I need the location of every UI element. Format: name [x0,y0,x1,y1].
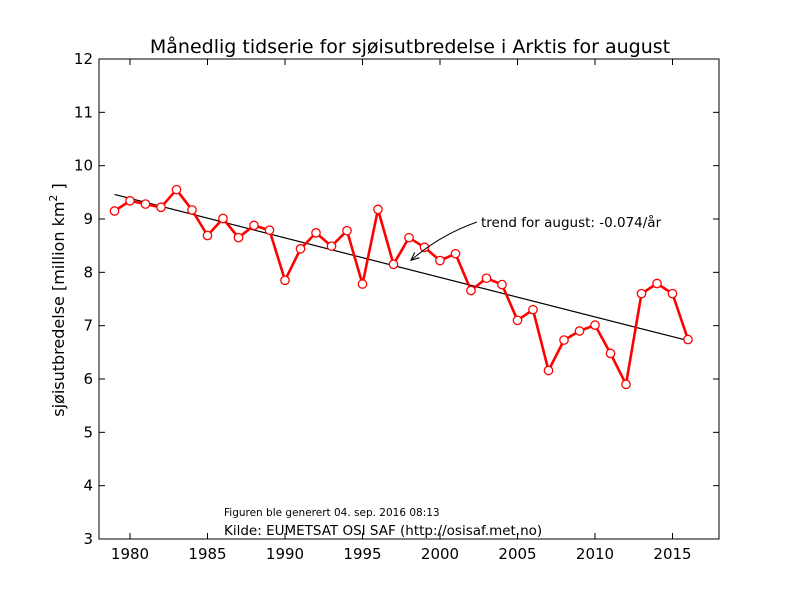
data-point [357,279,368,289]
data-point [388,259,399,270]
axis-ticks: 1980 1985 1990 1995 2000 2005 2010 2015 3 4 5 6 7 8 9 1… [74,50,719,563]
data-point [171,184,182,195]
data-point [404,232,414,243]
plot-frame [98,58,720,540]
data-point [233,232,244,243]
data-point [512,315,523,326]
data-point [667,288,678,299]
data-point [497,279,507,290]
y-tick-label: 7 [83,317,93,335]
data-point [481,273,492,284]
data-point [574,326,585,336]
data-point [528,304,538,315]
y-tick-label: 6 [83,370,93,388]
data-point [187,205,197,215]
data-point [683,334,693,345]
data-point [373,204,383,215]
data-point [559,335,569,345]
data-point [125,196,135,206]
data-point [264,225,275,236]
data-point [156,202,166,213]
trend-line [114,193,689,342]
data-point [435,255,445,266]
y-axis-label-superscript: 2 [47,195,60,202]
x-tick-label: 2010 [576,545,614,563]
data-point [419,242,430,253]
y-tick-label: 11 [74,103,93,121]
annotation-arrow [411,221,478,260]
data-point [280,275,290,286]
data-point [218,213,228,224]
data-point [636,288,647,299]
data-point [342,225,352,236]
y-tick-label: 4 [83,477,93,495]
x-tick-label: 1980 [111,545,149,563]
data-point [109,206,120,216]
data-point [605,348,616,359]
data-point [466,285,476,296]
x-tick-label: 2005 [498,545,536,563]
y-tick-label: 12 [74,50,93,68]
chart-title: Månedlig tidserie for sjøisutbredelse i … [150,35,670,58]
y-tick-label: 9 [83,210,93,228]
data-point [590,320,600,330]
data-point [621,379,631,390]
y-tick-label: 5 [83,423,93,441]
data-point [326,241,337,252]
x-tick-label: 1990 [266,545,304,563]
footer-generated: Figuren ble generert 04. sep. 2016 08:13 [224,507,440,519]
data-point [295,244,306,254]
x-tick-label: 2015 [653,545,691,563]
data-point [202,230,213,241]
x-tick-label: 2000 [421,545,459,563]
data-point [249,220,259,231]
x-tick-label: 1985 [188,545,226,563]
x-tick-label: 1995 [343,545,381,563]
y-tick-label: 8 [83,263,93,281]
data-point [140,199,151,209]
y-tick-label: 10 [74,157,93,175]
data-point [543,365,554,376]
y-tick-label: 3 [83,530,93,548]
annotation-text: trend for august: -0.074/år [481,214,662,231]
data-point [450,248,461,259]
data-point [652,278,662,289]
footer-source: Kilde: EUMETSAT OSI SAF (http://osisaf.m… [224,523,542,539]
y-axis-label: sjøisutbredelse [million km2 ] [47,183,68,417]
data-point [311,228,321,238]
data-points [109,184,693,390]
